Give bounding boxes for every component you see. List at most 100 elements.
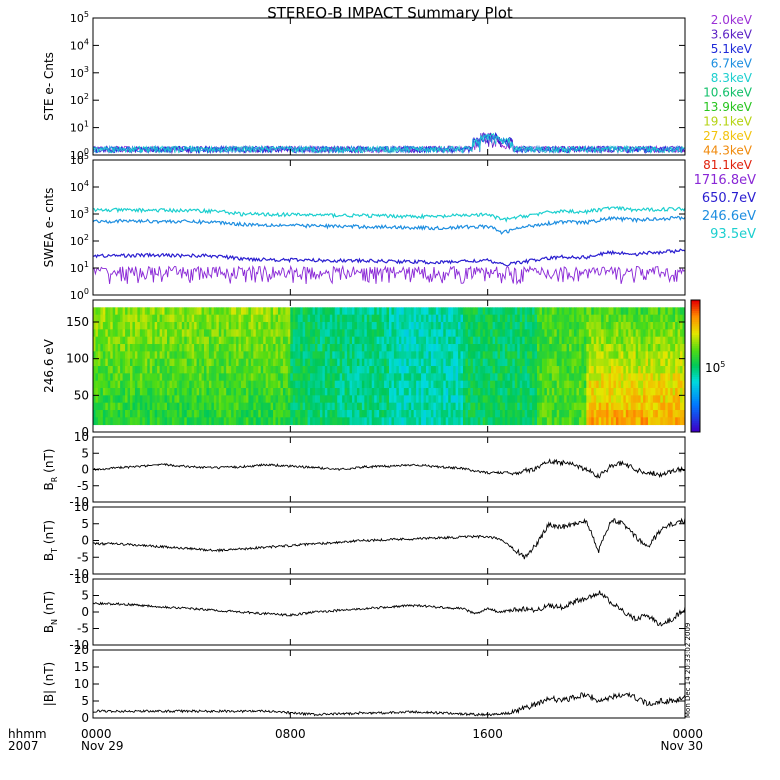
heatmap-cell — [433, 322, 437, 330]
heatmap-cell — [337, 388, 341, 396]
x-tick-time: 1600 — [472, 727, 503, 741]
heatmap-cell — [467, 336, 471, 345]
heatmap-cell — [611, 366, 614, 374]
heatmap-cell — [97, 373, 101, 382]
heatmap-cell — [366, 336, 370, 345]
heatmap-cell — [460, 329, 464, 338]
heatmap-cell — [433, 329, 437, 338]
heatmap-cell — [354, 380, 358, 389]
heatmap-cell — [591, 351, 595, 360]
heatmap-cell — [117, 307, 121, 316]
heatmap-cell — [458, 366, 461, 374]
heatmap-cell — [389, 351, 392, 360]
heatmap-cell — [502, 329, 506, 338]
heatmap-cell — [236, 351, 239, 360]
heatmap-cell — [189, 307, 193, 316]
heatmap-cell — [223, 358, 227, 367]
heatmap-cell — [120, 366, 123, 374]
heatmap-cell — [504, 336, 508, 345]
heatmap-cell — [196, 314, 200, 323]
heatmap-cell — [574, 307, 577, 316]
heatmap-cell — [430, 402, 434, 411]
heatmap-cell — [396, 373, 400, 382]
heatmap-cell — [458, 402, 461, 411]
heatmap-cell — [601, 358, 604, 367]
heatmap-cell — [107, 417, 111, 426]
heatmap-cell — [110, 314, 114, 323]
heatmap-cell — [342, 366, 345, 374]
heatmap-cell — [374, 373, 378, 382]
heatmap-cell — [591, 395, 595, 404]
heatmap-cell — [204, 380, 207, 389]
heatmap-cell — [475, 322, 479, 330]
y-tick-label: 0 — [81, 463, 89, 477]
heatmap-cell — [630, 314, 634, 323]
heatmap-cell — [364, 336, 368, 345]
heatmap-cell — [495, 336, 498, 345]
heatmap-cell — [517, 344, 521, 352]
heatmap-cell — [615, 344, 619, 352]
heatmap-cell — [527, 314, 530, 323]
heatmap-cell — [95, 395, 99, 404]
heatmap-cell — [270, 388, 274, 396]
heatmap-cell — [319, 417, 323, 426]
heatmap-cell — [588, 366, 592, 374]
heatmap-cell — [640, 307, 644, 316]
heatmap-cell — [680, 402, 683, 411]
heatmap-cell — [389, 410, 392, 418]
heatmap-cell — [176, 329, 180, 338]
heatmap-cell — [245, 351, 249, 360]
heatmap-cell — [102, 329, 106, 338]
heatmap-cell — [258, 373, 262, 382]
heatmap-cell — [102, 395, 106, 404]
heatmap-cell — [393, 388, 397, 396]
heatmap-cell — [134, 358, 138, 367]
heatmap-cell — [408, 358, 412, 367]
heatmap-cell — [297, 417, 301, 426]
heatmap-cell — [465, 344, 469, 352]
heatmap-cell — [258, 307, 262, 316]
heatmap-cell — [537, 380, 540, 389]
heatmap-cell — [472, 336, 476, 345]
heatmap-cell — [576, 380, 580, 389]
heatmap-cell — [504, 351, 508, 360]
heatmap-cell — [236, 388, 239, 396]
heatmap-cell — [391, 322, 395, 330]
heatmap-cell — [650, 358, 654, 367]
heatmap-cell — [186, 307, 190, 316]
heatmap-cell — [107, 373, 111, 382]
heatmap-cell — [648, 358, 651, 367]
heatmap-cell — [107, 358, 111, 367]
heatmap-cell — [265, 307, 269, 316]
heatmap-cell — [241, 388, 244, 396]
heatmap-cell — [204, 395, 207, 404]
heatmap-cell — [618, 366, 622, 374]
heatmap-cell — [297, 402, 301, 411]
heatmap-cell — [238, 307, 242, 316]
heatmap-cell — [391, 395, 395, 404]
heatmap-cell — [670, 402, 674, 411]
heatmap-cell — [361, 336, 365, 345]
heatmap-cell — [403, 373, 407, 382]
heatmap-cell — [472, 307, 476, 316]
heatmap-cell — [115, 373, 119, 382]
heatmap-cell — [191, 307, 195, 316]
heatmap-cell — [176, 366, 180, 374]
heatmap-cell — [586, 373, 590, 382]
heatmap-cell — [544, 417, 548, 426]
heatmap-cell — [497, 395, 501, 404]
heatmap-cell — [596, 307, 600, 316]
heatmap-cell — [578, 336, 582, 345]
heatmap-cell — [287, 351, 291, 360]
heatmap-cell — [287, 373, 291, 382]
heatmap-cell — [588, 344, 592, 352]
heatmap-cell — [389, 336, 392, 345]
heatmap-cell — [258, 322, 262, 330]
heatmap-cell — [213, 402, 217, 411]
heatmap-cell — [231, 410, 234, 418]
heatmap-cell — [465, 307, 469, 316]
heatmap-cell — [549, 410, 553, 418]
heatmap-cell — [426, 307, 429, 316]
heatmap-cell — [497, 329, 501, 338]
heatmap-cell — [460, 410, 464, 418]
